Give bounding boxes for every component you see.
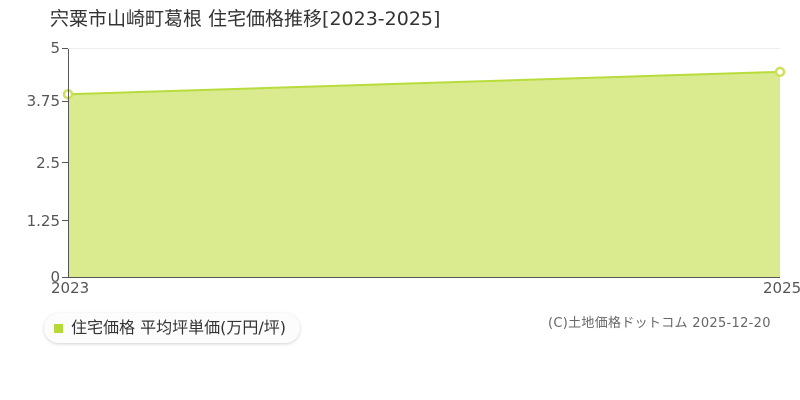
credit-text: (C)土地価格ドットコム 2025-12-20 — [548, 316, 771, 331]
legend[interactable]: 住宅価格 平均坪単価(万円/坪) — [44, 313, 300, 343]
y-tick-label-3-75: 3.75 — [26, 92, 60, 110]
legend-swatch-icon — [54, 323, 63, 333]
series-line — [67, 70, 781, 96]
y-axis-tick-labels: 5 3.75 2.5 1.25 0 — [0, 0, 60, 400]
series-area-fill — [68, 71, 780, 277]
data-point-marker[interactable] — [774, 66, 786, 78]
y-tick-label-5: 5 — [50, 39, 60, 57]
plot-svg — [62, 66, 786, 277]
y-tick-label-1-25: 1.25 — [26, 212, 60, 230]
chart-title: 宍粟市山崎町葛根 住宅価格推移[2023-2025] — [50, 8, 441, 30]
plot-area — [62, 48, 786, 277]
x-tick-label-2025: 2025 — [763, 279, 800, 297]
y-tick-label-0: 0 — [50, 268, 60, 286]
data-point-marker[interactable] — [62, 89, 74, 100]
x-tick-label-2023: 2023 — [51, 279, 90, 297]
legend-label: 住宅価格 平均坪単価(万円/坪) — [71, 318, 286, 337]
y-tick-label-2-5: 2.5 — [36, 154, 60, 172]
